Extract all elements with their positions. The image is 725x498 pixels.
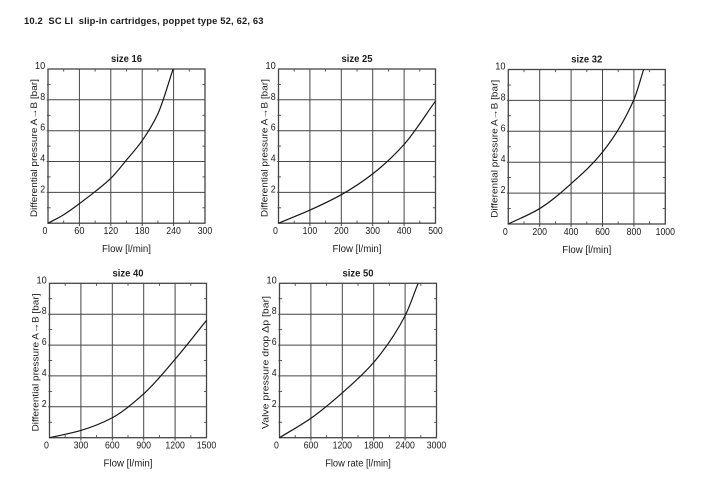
svg-text:Flow [l/min]: Flow [l/min]: [104, 459, 153, 470]
svg-text:Differential pressure A→B [bar: Differential pressure A→B [bar]: [29, 79, 40, 217]
svg-text:6: 6: [271, 123, 276, 134]
svg-text:1200: 1200: [165, 441, 185, 452]
svg-text:200: 200: [532, 227, 547, 238]
svg-text:1000: 1000: [656, 227, 676, 238]
svg-text:4: 4: [271, 154, 276, 165]
svg-text:0: 0: [44, 441, 49, 452]
svg-text:Flow [l/min]: Flow [l/min]: [562, 245, 611, 256]
svg-text:2: 2: [42, 399, 47, 410]
svg-text:0: 0: [274, 441, 279, 452]
svg-text:10: 10: [266, 61, 277, 72]
svg-text:6: 6: [40, 123, 45, 134]
svg-text:size 32: size 32: [571, 55, 602, 66]
svg-text:8: 8: [271, 92, 276, 103]
svg-text:Flow [l/min]: Flow [l/min]: [102, 244, 151, 255]
svg-text:1500: 1500: [197, 441, 217, 452]
svg-text:900: 900: [136, 441, 151, 452]
svg-text:60: 60: [74, 226, 85, 237]
svg-text:600: 600: [105, 441, 120, 452]
svg-text:500: 500: [428, 226, 443, 237]
svg-text:400: 400: [564, 227, 579, 238]
svg-text:2: 2: [501, 185, 506, 196]
svg-text:6: 6: [501, 123, 506, 134]
svg-text:8: 8: [501, 92, 506, 103]
svg-text:2: 2: [40, 184, 45, 195]
svg-text:Valve pressure drop Δp [bar]: Valve pressure drop Δp [bar]: [261, 296, 272, 429]
svg-text:300: 300: [198, 226, 213, 237]
svg-text:800: 800: [627, 227, 642, 238]
svg-text:120: 120: [104, 226, 119, 237]
svg-text:size 25: size 25: [342, 54, 373, 65]
svg-text:0: 0: [273, 226, 278, 237]
svg-text:4: 4: [42, 368, 47, 379]
svg-text:size 16: size 16: [111, 54, 142, 65]
svg-text:Flow rate [l/min]: Flow rate [l/min]: [325, 459, 391, 470]
svg-text:Differential pressure A→B [bar: Differential pressure A→B [bar]: [489, 80, 500, 218]
svg-text:8: 8: [42, 306, 47, 317]
svg-text:0: 0: [43, 226, 48, 237]
svg-text:3000: 3000: [427, 441, 447, 452]
svg-text:1200: 1200: [333, 441, 353, 452]
svg-text:Differential pressure A→B [bar: Differential pressure A→B [bar]: [31, 294, 42, 432]
svg-text:200: 200: [334, 226, 349, 237]
svg-text:10: 10: [37, 275, 48, 286]
svg-text:size 50: size 50: [343, 268, 374, 279]
svg-text:180: 180: [135, 226, 150, 237]
svg-text:6: 6: [42, 337, 47, 348]
svg-text:4: 4: [501, 154, 506, 165]
svg-text:4: 4: [272, 368, 277, 379]
svg-text:6: 6: [272, 337, 277, 348]
svg-text:Flow [l/min]: Flow [l/min]: [333, 244, 382, 255]
svg-text:2400: 2400: [395, 441, 415, 452]
svg-text:240: 240: [166, 226, 181, 237]
svg-text:600: 600: [595, 227, 610, 238]
svg-text:size 40: size 40: [113, 268, 144, 279]
svg-text:10: 10: [267, 275, 278, 286]
svg-text:4: 4: [40, 154, 45, 165]
svg-text:1800: 1800: [364, 441, 384, 452]
svg-text:8: 8: [272, 306, 277, 317]
svg-text:2: 2: [271, 184, 276, 195]
svg-text:300: 300: [74, 441, 89, 452]
svg-text:0: 0: [503, 227, 508, 238]
svg-text:10: 10: [35, 61, 46, 72]
svg-text:400: 400: [397, 226, 412, 237]
svg-text:10: 10: [495, 62, 506, 73]
svg-text:100: 100: [303, 226, 318, 237]
svg-text:600: 600: [304, 441, 319, 452]
svg-text:2: 2: [272, 399, 277, 410]
svg-text:300: 300: [365, 226, 380, 237]
svg-text:8: 8: [40, 92, 45, 103]
svg-text:Differential pressure A→B [bar: Differential pressure A→B [bar]: [260, 79, 271, 217]
